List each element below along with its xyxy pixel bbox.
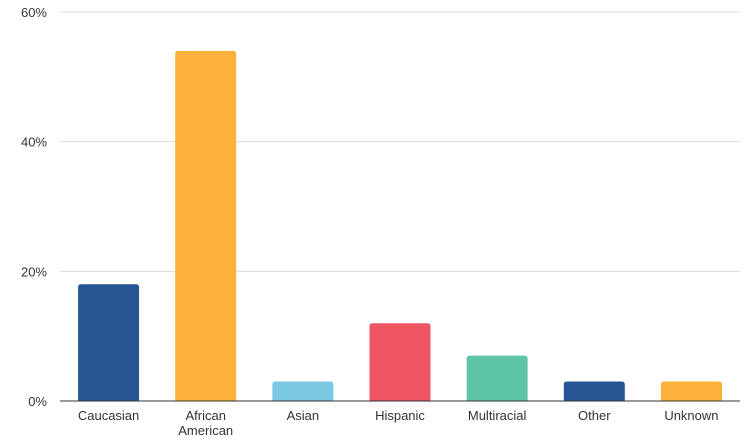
x-tick-label: Caucasian: [78, 408, 139, 423]
bar-multiracial[interactable]: [466, 355, 528, 401]
x-axis-tick-labels: Caucasian African American Asian Hispanic Mul…: [78, 408, 719, 438]
y-tick-label: 20%: [21, 264, 47, 279]
gridlines: [60, 11, 740, 272]
bar-african-american[interactable]: [175, 50, 237, 402]
bar-asian[interactable]: [272, 381, 334, 401]
y-tick-label: 0%: [28, 394, 47, 409]
bar-caucasian[interactable]: [78, 284, 140, 401]
bar-hispanic[interactable]: [369, 323, 431, 401]
bar-unknown[interactable]: [660, 381, 722, 401]
y-tick-label: 60%: [21, 5, 47, 20]
x-tick-label: Hispanic: [375, 408, 425, 423]
bar-other[interactable]: [563, 381, 625, 401]
y-axis-tick-labels: 0% 20% 40% 60%: [21, 5, 47, 409]
x-tick-label: Multiracial: [468, 408, 527, 423]
y-tick-label: 40%: [21, 135, 47, 150]
x-tick-label: Asian: [287, 408, 320, 423]
x-tick-label: Unknown: [664, 408, 718, 423]
x-tick-label: African American: [178, 408, 233, 438]
bars: [78, 50, 722, 402]
x-tick-label: Other: [578, 408, 611, 423]
